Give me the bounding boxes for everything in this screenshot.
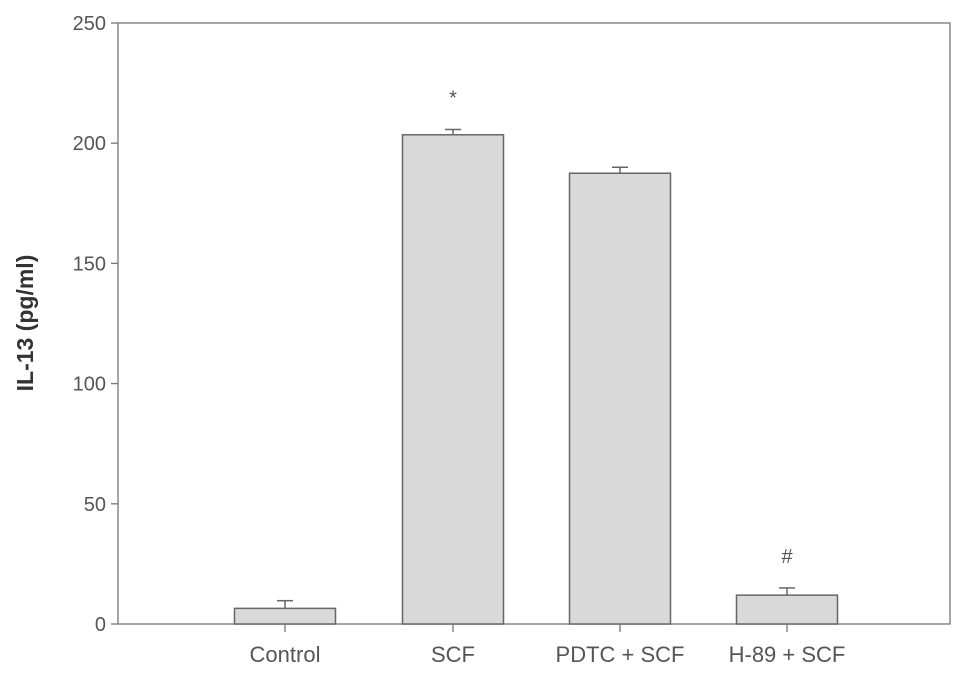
plot-frame bbox=[117, 22, 951, 625]
significance-marker: # bbox=[781, 546, 793, 568]
significance-marker: * bbox=[449, 87, 457, 109]
y-axis-label: IL-13 (pg/ml) bbox=[12, 255, 38, 392]
x-tick-label: SCF bbox=[431, 642, 475, 667]
y-tick-label: 0 bbox=[95, 614, 106, 636]
y-tick-label: 200 bbox=[73, 133, 106, 155]
x-tick-label: Control bbox=[250, 642, 321, 667]
bar-3 bbox=[735, 594, 839, 625]
y-tick-label: 150 bbox=[73, 253, 106, 275]
x-tick-label: H-89 + SCF bbox=[729, 642, 846, 667]
y-tick-label: 100 bbox=[73, 374, 106, 396]
bar-2 bbox=[568, 172, 672, 625]
x-tick-label: PDTC + SCF bbox=[556, 642, 685, 667]
bar-1 bbox=[401, 134, 505, 625]
y-tick-label: 250 bbox=[73, 13, 106, 35]
bar-0 bbox=[233, 607, 337, 625]
y-tick-label: 50 bbox=[84, 494, 106, 516]
